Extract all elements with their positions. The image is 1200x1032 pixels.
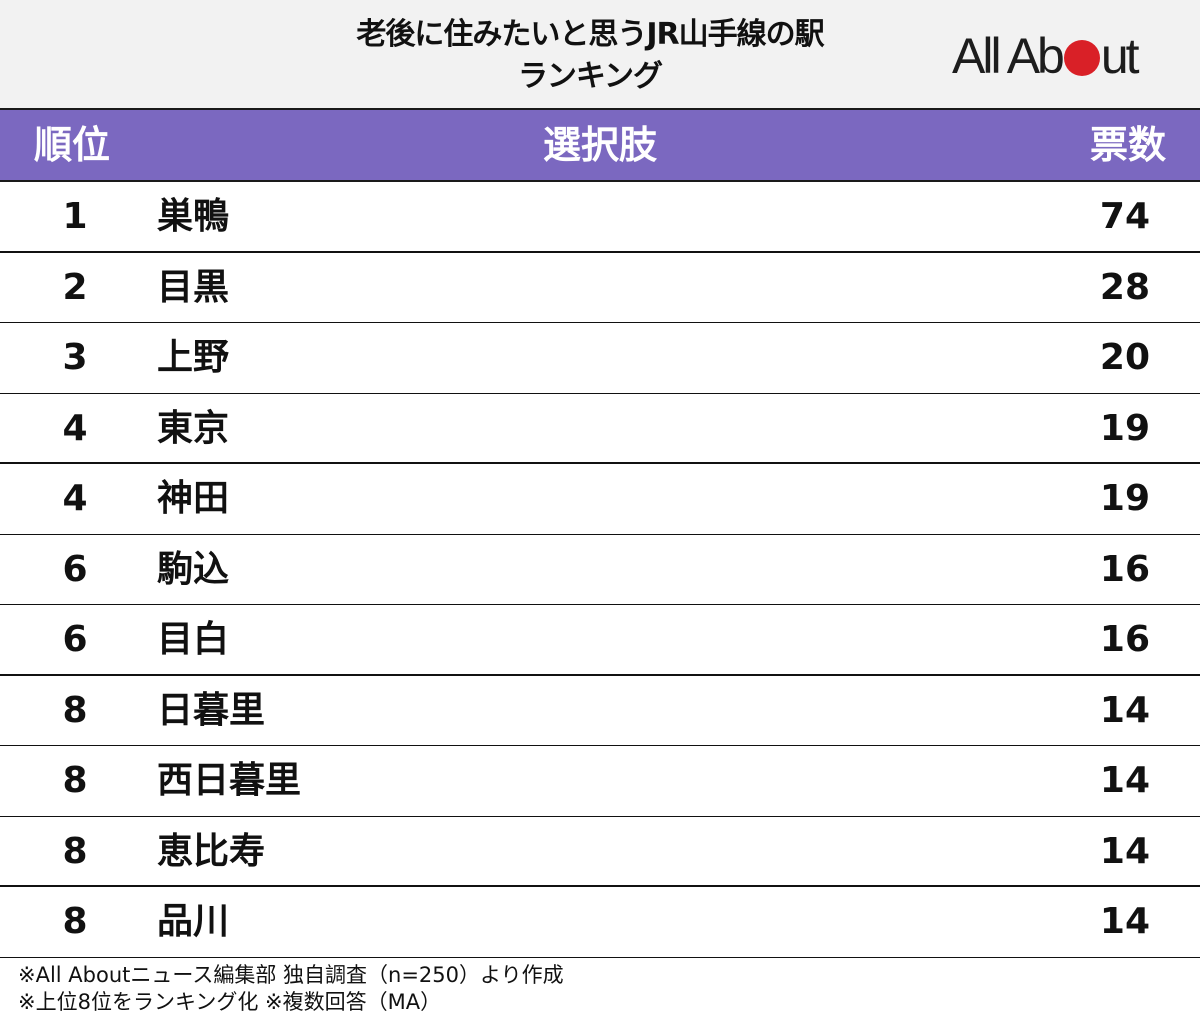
votes-cell: 14 [1099,760,1150,801]
chart-title: 老後に住みたいと思うJR山手線の駅 ランキング [250,14,930,98]
header-votes: 票数 [1089,123,1166,167]
rank-cell: 3 [62,337,88,378]
header-choice: 選択肢 [542,123,657,167]
rank-cell: 8 [62,689,88,731]
title-line-2: ランキング [517,59,663,94]
rank-cell: 4 [62,478,88,519]
table-header: 順位 選択肢 票数 [0,110,1200,182]
table-row: 6 目白 16 [0,605,1200,676]
station-cell: 駒込 [157,548,230,590]
votes-cell: 14 [1099,901,1150,942]
rank-cell: 6 [62,548,88,590]
station-cell: 西日暮里 [157,760,302,801]
rank-cell: 8 [62,760,88,801]
rank-cell: 8 [62,830,88,872]
title-bar: 老後に住みたいと思うJR山手線の駅 ランキング All Ab ut [0,0,1200,110]
table-row: 1 巣鴨 74 [0,182,1200,253]
rank-cell: 8 [62,901,88,942]
votes-cell: 19 [1099,407,1150,449]
allabout-logo: All Ab ut [952,28,1140,84]
logo-text-end: ut [1100,28,1140,84]
station-cell: 目白 [157,619,230,660]
rank-cell: 6 [62,619,88,660]
station-cell: 日暮里 [157,689,266,731]
station-cell: 巣鴨 [157,196,230,237]
table-row: 8 品川 14 [0,887,1200,958]
table-row: 3 上野 20 [0,323,1200,394]
votes-cell: 20 [1099,337,1150,378]
header-rank: 順位 [34,123,111,167]
votes-cell: 16 [1099,548,1150,590]
votes-cell: 14 [1099,830,1150,872]
logo-red-dot-icon [1063,40,1100,76]
table-row: 6 駒込 16 [0,535,1200,605]
votes-cell: 14 [1099,689,1150,731]
rank-cell: 1 [62,196,88,237]
table-body: 1 巣鴨 74 2 目黒 28 3 上野 20 4 東京 19 4 神田 19 6 駒込 16 6 目白 1… [0,182,1200,958]
table-row: 4 東京 19 [0,394,1200,464]
title-line-1: 老後に住みたいと思うJR山手線の駅 [356,17,824,52]
table-row: 4 神田 19 [0,464,1200,535]
table-row: 8 恵比寿 14 [0,817,1200,887]
station-cell: 上野 [157,337,230,378]
footnotes: ※All Aboutニュース編集部 独自調査（n=250）より作成 ※上位8位を… [18,962,564,1016]
votes-cell: 28 [1099,266,1150,308]
footnote-source: ※All Aboutニュース編集部 独自調査（n=250）より作成 [18,963,564,987]
votes-cell: 16 [1099,619,1150,660]
votes-cell: 74 [1099,196,1150,237]
footnote-method: ※上位8位をランキング化 ※複数回答（MA） [18,990,442,1014]
station-cell: 品川 [157,901,230,942]
rank-cell: 2 [62,266,88,308]
votes-cell: 19 [1099,478,1150,519]
station-cell: 目黒 [157,266,230,308]
station-cell: 東京 [157,407,230,449]
table-row: 8 日暮里 14 [0,676,1200,746]
table-row: 2 目黒 28 [0,253,1200,323]
table-row: 8 西日暮里 14 [0,746,1200,817]
logo-text-start: All Ab [952,28,1065,84]
rank-cell: 4 [62,407,88,449]
station-cell: 神田 [157,478,230,519]
station-cell: 恵比寿 [157,830,266,872]
